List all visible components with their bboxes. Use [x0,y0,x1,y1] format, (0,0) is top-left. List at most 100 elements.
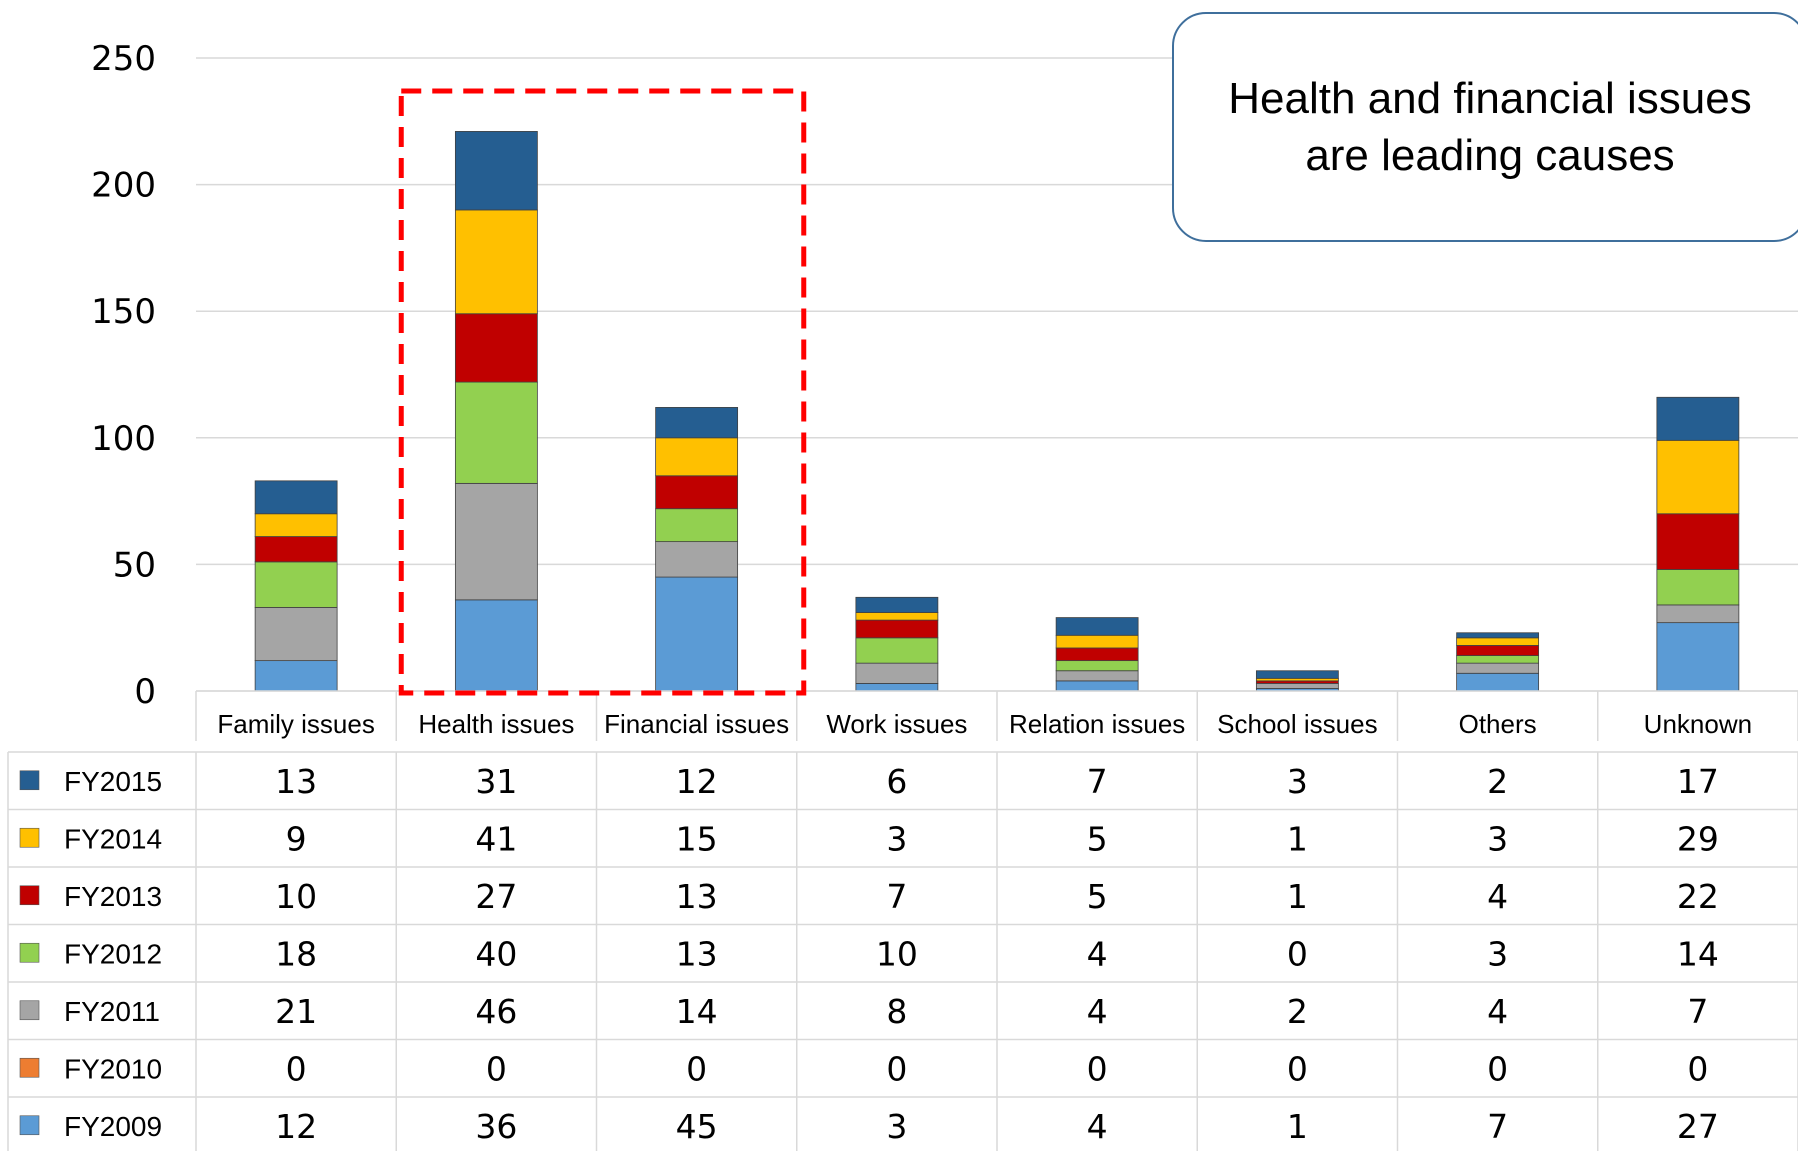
x-tick-label: School issues [1217,709,1377,739]
table-cell: 6 [886,762,907,801]
x-tick-label: Financial issues [604,709,789,739]
bar-segment [254,536,338,563]
bar-segment [1456,672,1540,692]
bar-segment [655,407,739,439]
x-tick-label: Others [1459,709,1537,739]
table-cell: 27 [475,877,517,916]
bar-segment [1055,617,1139,636]
table-cell: 3 [886,819,907,858]
table-cell: 36 [475,1107,517,1146]
table-cell: 3 [1487,934,1508,973]
legend-swatch [19,827,40,848]
legend-swatch [19,1057,40,1078]
legend-label: FY2009 [64,1111,162,1142]
bar-segment [1255,670,1339,679]
bar-segment [655,437,739,477]
table-cell: 45 [676,1107,718,1146]
legend-swatch [19,1115,40,1136]
bar-segment [655,475,739,510]
table-cell: 13 [676,934,718,973]
legend-swatch [19,885,40,906]
legend-label: FY2013 [64,881,162,912]
bar-segment [1656,569,1740,606]
bar-segment [1456,662,1540,674]
table-cell: 2 [1487,762,1508,801]
table-cell: 21 [275,992,317,1031]
bar-segment [1055,680,1139,692]
table-cell: 4 [1487,992,1508,1031]
bar-segment [855,619,939,639]
table-cell: 0 [886,1049,907,1088]
y-tick-label: 0 [134,672,156,712]
x-tick-label: Unknown [1644,709,1752,739]
table-cell: 0 [686,1049,707,1088]
bar-segment [855,596,939,613]
table-cell: 0 [1287,934,1308,973]
table-cell: 31 [475,762,517,801]
bar-segment [1055,647,1139,662]
bar-segment [1656,604,1740,624]
bar-segment [254,480,338,515]
table-cell: 4 [1487,877,1508,916]
table-cell: 13 [676,877,718,916]
table-cell: 0 [1687,1049,1708,1088]
table-cell: 12 [676,762,718,801]
bar-segment [1456,645,1540,656]
bar-segment [254,561,338,608]
table-cell: 4 [1087,934,1108,973]
table-cell: 0 [486,1049,507,1088]
table-cell: 12 [275,1107,317,1146]
bar-segment [655,508,739,543]
bar-segment [1055,670,1139,682]
table-cell: 1 [1287,1107,1308,1146]
table-cell: 2 [1287,992,1308,1031]
table-cell: 0 [1287,1049,1308,1088]
legend-label: FY2010 [64,1053,162,1084]
table-cell: 7 [886,877,907,916]
table-cell: 27 [1677,1107,1719,1146]
bar-segment [254,513,338,537]
legend-label: FY2012 [64,938,162,969]
table-cell: 10 [275,877,317,916]
x-tick-label: Work issues [826,709,967,739]
legend-label: FY2014 [64,823,162,854]
table-cell: 41 [475,819,517,858]
y-tick-label: 200 [91,166,156,206]
table-cell: 4 [1087,1107,1108,1146]
table-cell: 29 [1677,819,1719,858]
y-tick-label: 250 [91,39,156,79]
bar-segment [655,541,739,578]
table-cell: 10 [876,934,918,973]
legend-swatch [19,942,40,963]
bar-segment [1656,622,1740,692]
table-cell: 22 [1677,877,1719,916]
legend-swatch [19,1000,40,1021]
table-cell: 17 [1677,762,1719,801]
table-cell: 3 [1487,819,1508,858]
bar-segment [1656,439,1740,515]
highlight-box [398,88,807,696]
table-cell: 14 [1677,934,1719,973]
bar-segment [1656,396,1740,441]
bar-segment [454,482,538,601]
table-cell: 0 [1487,1049,1508,1088]
table-cell: 3 [1287,762,1308,801]
table-cell: 5 [1087,819,1108,858]
bar-segment [1055,634,1139,649]
table-cell: 46 [475,992,517,1031]
bar-segment [1255,683,1339,689]
bar-segment [855,612,939,621]
legend-swatch [19,770,40,791]
bar-segment [254,607,338,662]
bar-segment [855,683,939,692]
table-cell: 0 [1087,1049,1108,1088]
x-tick-label: Health issues [418,709,574,739]
x-tick-label: Relation issues [1009,709,1185,739]
bar-segment [1456,655,1540,664]
table-cell: 15 [676,819,718,858]
bar-segment [1456,637,1540,646]
y-tick-label: 150 [91,292,156,332]
table-cell: 1 [1287,819,1308,858]
table-cell: 7 [1087,762,1108,801]
